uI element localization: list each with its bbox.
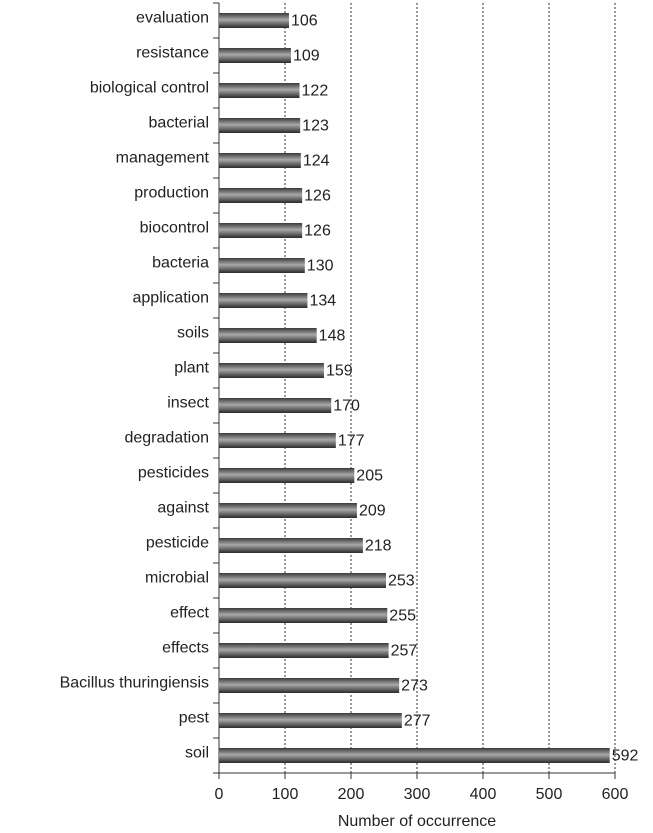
y-tick-label: soils (177, 325, 209, 342)
value-label: 148 (319, 328, 346, 345)
y-tick-label: production (134, 185, 209, 202)
y-tick-label: bacteria (152, 255, 209, 272)
bar (219, 258, 305, 273)
bar (219, 328, 317, 343)
value-label: 253 (388, 573, 415, 590)
x-tick-label: 300 (404, 786, 431, 803)
y-tick-label: management (116, 150, 210, 167)
bar (219, 573, 386, 588)
bar (219, 433, 336, 448)
value-label: 130 (307, 258, 334, 275)
y-tick-label: microbial (145, 570, 209, 587)
bar (219, 153, 301, 168)
y-tick-label: application (133, 290, 210, 307)
value-label: 109 (293, 48, 320, 65)
x-tick-label: 500 (536, 786, 563, 803)
y-tick-label: plant (174, 360, 209, 377)
bar (219, 503, 357, 518)
value-label: 177 (338, 433, 365, 450)
y-tick-label: evaluation (136, 10, 209, 27)
y-tick-label: pest (179, 710, 210, 727)
x-tick-label: 100 (272, 786, 299, 803)
y-tick-label: pesticide (146, 535, 209, 552)
y-tick-label: biological control (90, 80, 209, 97)
bar (219, 293, 308, 308)
bar (219, 713, 402, 728)
y-tick-label: biocontrol (140, 220, 209, 237)
value-label: 106 (291, 13, 318, 30)
value-label: 124 (303, 153, 330, 170)
y-tick-label: pesticides (138, 465, 209, 482)
y-tick-label: degradation (124, 430, 209, 447)
y-tick-label: against (157, 500, 209, 517)
y-tick-label: soil (185, 745, 209, 762)
value-label: 123 (302, 118, 329, 135)
y-tick-label: effect (170, 605, 209, 622)
y-tick-label: insect (167, 395, 209, 412)
value-label: 255 (389, 608, 416, 625)
bar (219, 538, 363, 553)
value-label: 277 (404, 713, 431, 730)
value-label: 205 (356, 468, 383, 485)
value-label: 122 (302, 83, 329, 100)
bar (219, 398, 332, 413)
value-label: 273 (401, 678, 428, 695)
bar (219, 608, 388, 623)
value-label: 592 (612, 748, 639, 765)
value-label: 170 (333, 398, 360, 415)
y-tick-label: effects (162, 640, 209, 657)
bar (219, 363, 324, 378)
bar (219, 118, 301, 133)
value-label: 218 (365, 538, 392, 555)
y-tick-label: bacterial (149, 115, 209, 132)
bar (219, 48, 291, 63)
value-label: 134 (309, 293, 336, 310)
x-tick-label: 600 (602, 786, 629, 803)
bar (219, 643, 389, 658)
x-axis-title: Number of occurrence (338, 813, 496, 830)
value-label: 159 (326, 363, 353, 380)
x-tick-label: 0 (215, 786, 224, 803)
bar (219, 223, 303, 238)
x-tick-label: 400 (470, 786, 497, 803)
y-tick-label: Bacillus thuringiensis (60, 675, 209, 692)
bar (219, 83, 300, 98)
value-label: 209 (359, 503, 386, 520)
bar (219, 678, 400, 693)
bar (219, 13, 289, 28)
x-tick-label: 200 (338, 786, 365, 803)
bar (219, 188, 303, 203)
value-label: 126 (304, 223, 331, 240)
y-tick-label: resistance (136, 45, 209, 62)
bar (219, 748, 610, 763)
value-label: 257 (391, 643, 418, 660)
bar (219, 468, 355, 483)
value-label: 126 (304, 188, 331, 205)
